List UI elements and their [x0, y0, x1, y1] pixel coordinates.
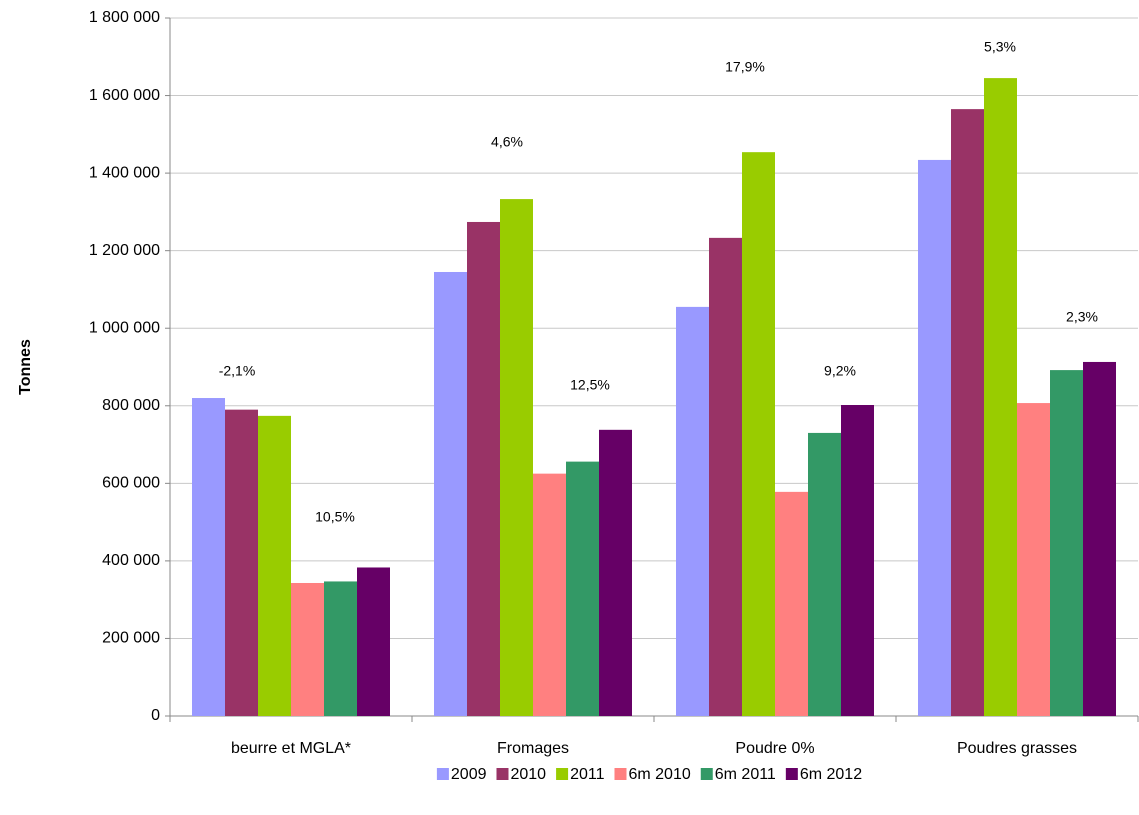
x-tick-label: Poudres grasses	[957, 740, 1077, 757]
x-tick-label: beurre et MGLA*	[231, 740, 351, 757]
legend-swatch	[785, 768, 798, 780]
bar	[1050, 370, 1083, 716]
legend-swatch	[436, 768, 449, 780]
bar	[951, 109, 984, 716]
bar	[742, 152, 775, 716]
bar	[434, 271, 467, 716]
legend-swatch	[700, 768, 713, 780]
y-axis-title: Tonnes	[17, 339, 34, 395]
y-tick-label: 1 200 000	[89, 242, 160, 259]
legend-label: 6m 2010	[628, 766, 690, 783]
x-tick-label: Poudre 0%	[735, 740, 814, 757]
y-tick-label: 1 400 000	[89, 164, 160, 181]
bar	[1083, 361, 1116, 716]
bar	[599, 429, 632, 716]
x-tick-label: Fromages	[497, 740, 569, 757]
bar	[467, 221, 500, 716]
annotation: 2,3%	[1066, 309, 1098, 325]
bar	[1017, 403, 1050, 716]
bar	[808, 432, 841, 716]
annotation: 9,2%	[824, 363, 856, 379]
bar	[324, 581, 357, 716]
bar	[984, 78, 1017, 717]
y-tick-label: 800 000	[102, 397, 160, 414]
bar	[709, 237, 742, 716]
bar	[192, 398, 225, 716]
legend-label: 6m 2012	[800, 766, 862, 783]
bar	[566, 461, 599, 716]
bar	[258, 415, 291, 716]
y-tick-label: 0	[151, 707, 160, 724]
bar	[225, 409, 258, 716]
legend-swatch	[496, 768, 509, 780]
annotation: 10,5%	[315, 509, 355, 525]
bar	[676, 306, 709, 716]
bar	[533, 473, 566, 716]
bar	[291, 582, 324, 716]
bar	[841, 405, 874, 716]
bar	[500, 199, 533, 716]
annotation: -2,1%	[219, 363, 256, 379]
y-tick-label: 1 000 000	[89, 319, 160, 336]
legend-swatch	[556, 768, 569, 780]
y-tick-label: 400 000	[102, 552, 160, 569]
legend-label: 2010	[510, 766, 546, 783]
y-tick-label: 1 800 000	[89, 9, 160, 26]
legend-label: 2011	[570, 766, 605, 783]
annotation: 5,3%	[984, 39, 1016, 55]
y-tick-label: 600 000	[102, 475, 160, 492]
annotation: 12,5%	[570, 377, 610, 393]
annotation: 4,6%	[491, 134, 523, 150]
annotation: 17,9%	[725, 59, 765, 75]
legend-label: 6m 2011	[715, 766, 776, 783]
bar	[775, 491, 808, 716]
bar	[918, 159, 951, 717]
legend-label: 2009	[451, 766, 487, 783]
y-tick-label: 200 000	[102, 630, 160, 647]
bar	[357, 567, 390, 716]
legend-swatch	[614, 768, 627, 780]
y-tick-label: 1 600 000	[89, 87, 160, 104]
